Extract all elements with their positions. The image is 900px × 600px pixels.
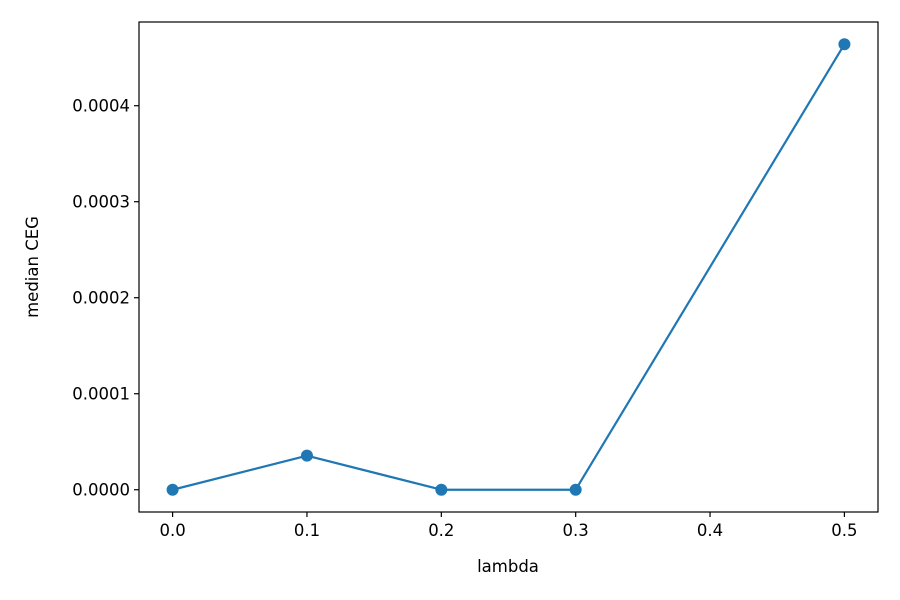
axes: 0.0 0.1 0.2 0.3 0.4 0.5 0.0000 0.0001 0.0002 0.00… (72, 21, 879, 540)
x-tick-label: 0.4 (697, 521, 723, 540)
y-axis-label: median CEG (23, 216, 42, 318)
plot-area (166, 38, 851, 496)
x-axis-label: lambda (477, 557, 539, 576)
x-tick-label: 0.3 (563, 521, 589, 540)
data-point (435, 483, 448, 496)
y-tick-label: 0.0004 (72, 97, 130, 116)
x-tick-label: 0.2 (428, 521, 454, 540)
data-point (569, 483, 582, 496)
y-tick-label: 0.0001 (72, 385, 130, 404)
x-tick-label: 0.1 (294, 521, 320, 540)
x-tick-label: 0.5 (831, 521, 857, 540)
x-tick-label: 0.0 (159, 521, 185, 540)
data-point (300, 449, 313, 462)
axes-frame (138, 21, 879, 513)
data-point (166, 483, 179, 496)
y-tick-label: 0.0002 (72, 289, 130, 308)
data-point (838, 38, 851, 51)
y-tick-label: 0.0000 (72, 481, 130, 500)
y-tick-label: 0.0003 (72, 193, 130, 212)
